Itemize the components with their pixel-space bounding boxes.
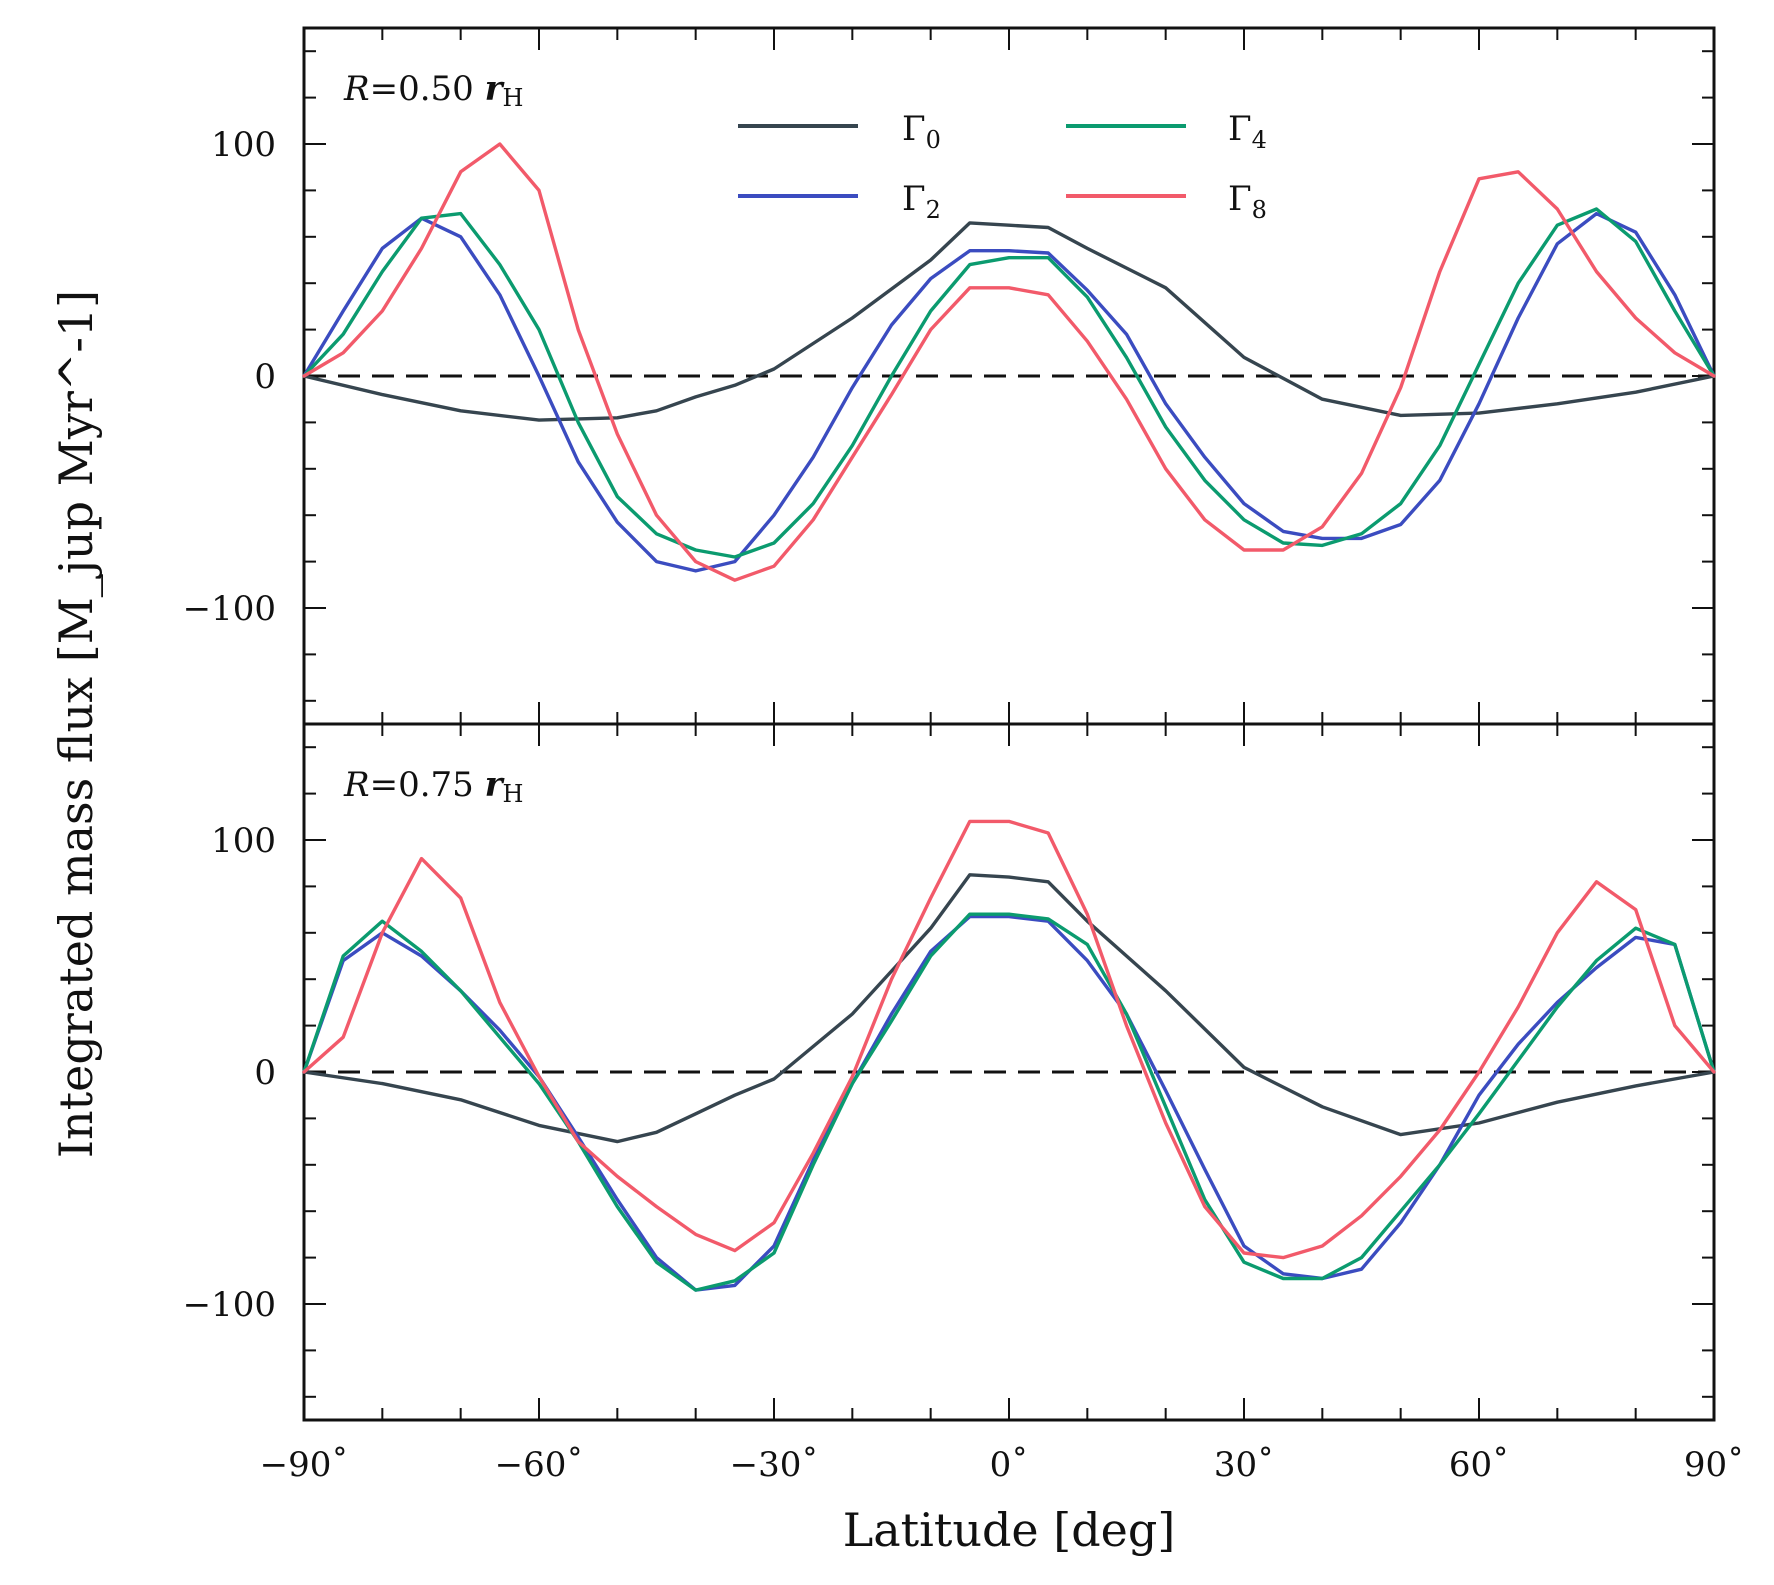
- legend-label-g2-base: Γ: [902, 179, 926, 219]
- x-tick-label: −90˚: [260, 1445, 349, 1485]
- legend-label-g0: Γ0: [902, 109, 941, 154]
- legend-label-g2-sub: 2: [926, 196, 941, 224]
- series-line-g2: [302, 914, 1716, 1292]
- panel-label-top-prefix: R: [343, 69, 370, 109]
- series-line-g0: [302, 221, 1716, 422]
- panel-label-top-unit: r: [485, 69, 505, 109]
- panel-label-top-unit-sub: H: [503, 84, 524, 112]
- series-line-g4: [302, 912, 1716, 1292]
- panel-label-bottom-value: =0.75: [370, 765, 485, 805]
- y-tick-label: 100: [211, 125, 276, 165]
- x-tick-label: 30˚: [1214, 1445, 1274, 1485]
- x-tick-label: 0˚: [990, 1445, 1029, 1485]
- tick-labels: −100 0 100 −100 0 100 −90˚ −60˚ −30˚ 0˚ 30˚ 60˚ 90˚: [183, 125, 1745, 1485]
- legend-label-g2: Γ2: [902, 179, 941, 224]
- series-line-g4: [302, 207, 1716, 559]
- legend-label-g0-base: Γ: [902, 109, 926, 149]
- x-tick-label: −30˚: [730, 1445, 819, 1485]
- x-tick-label: 60˚: [1449, 1445, 1509, 1485]
- legend-label-g4-sub: 4: [1252, 126, 1267, 154]
- series-line-g2: [302, 211, 1716, 573]
- legend-label-g8-sub: 8: [1252, 196, 1267, 224]
- panel-label-bottom-unit: r: [485, 765, 505, 805]
- series-layer: [302, 142, 1716, 1292]
- y-axis-label-unit: [M_jup Myr^-1]: [49, 290, 103, 662]
- y-tick-label: 100: [211, 821, 276, 861]
- y-axis-label-main: Integrated mass flux: [49, 677, 103, 1158]
- series-line-g8: [302, 819, 1716, 1260]
- legend-label-g8: Γ8: [1228, 179, 1267, 224]
- y-tick-label: −100: [183, 1285, 276, 1325]
- panel-label-top-value: =0.50: [370, 69, 485, 109]
- legend-label-g4-base: Γ: [1228, 109, 1252, 149]
- panel-label-bottom-unit-sub: H: [503, 780, 524, 808]
- x-tick-label: 90˚: [1684, 1445, 1744, 1485]
- panel-label-bottom: R=0.75 rH: [343, 765, 523, 808]
- x-axis-label: Latitude [deg]: [843, 1503, 1176, 1557]
- x-tick-label: −60˚: [495, 1445, 584, 1485]
- y-tick-label: 0: [254, 1053, 276, 1093]
- series-line-g8: [302, 142, 1716, 582]
- y-axis-label: Integrated mass flux [M_jup Myr^-1]: [49, 290, 103, 1158]
- panel-label-top: R=0.50 rH: [343, 69, 523, 112]
- y-tick-label: 0: [254, 357, 276, 397]
- panel-label-bottom-prefix: R: [343, 765, 370, 805]
- legend: Γ0 Γ2 Γ4 Γ8: [738, 109, 1267, 224]
- legend-label-g8-base: Γ: [1228, 179, 1252, 219]
- series-line-g0: [302, 873, 1716, 1144]
- y-tick-label: −100: [183, 589, 276, 629]
- legend-label-g0-sub: 0: [926, 126, 941, 154]
- legend-label-g4: Γ4: [1228, 109, 1267, 154]
